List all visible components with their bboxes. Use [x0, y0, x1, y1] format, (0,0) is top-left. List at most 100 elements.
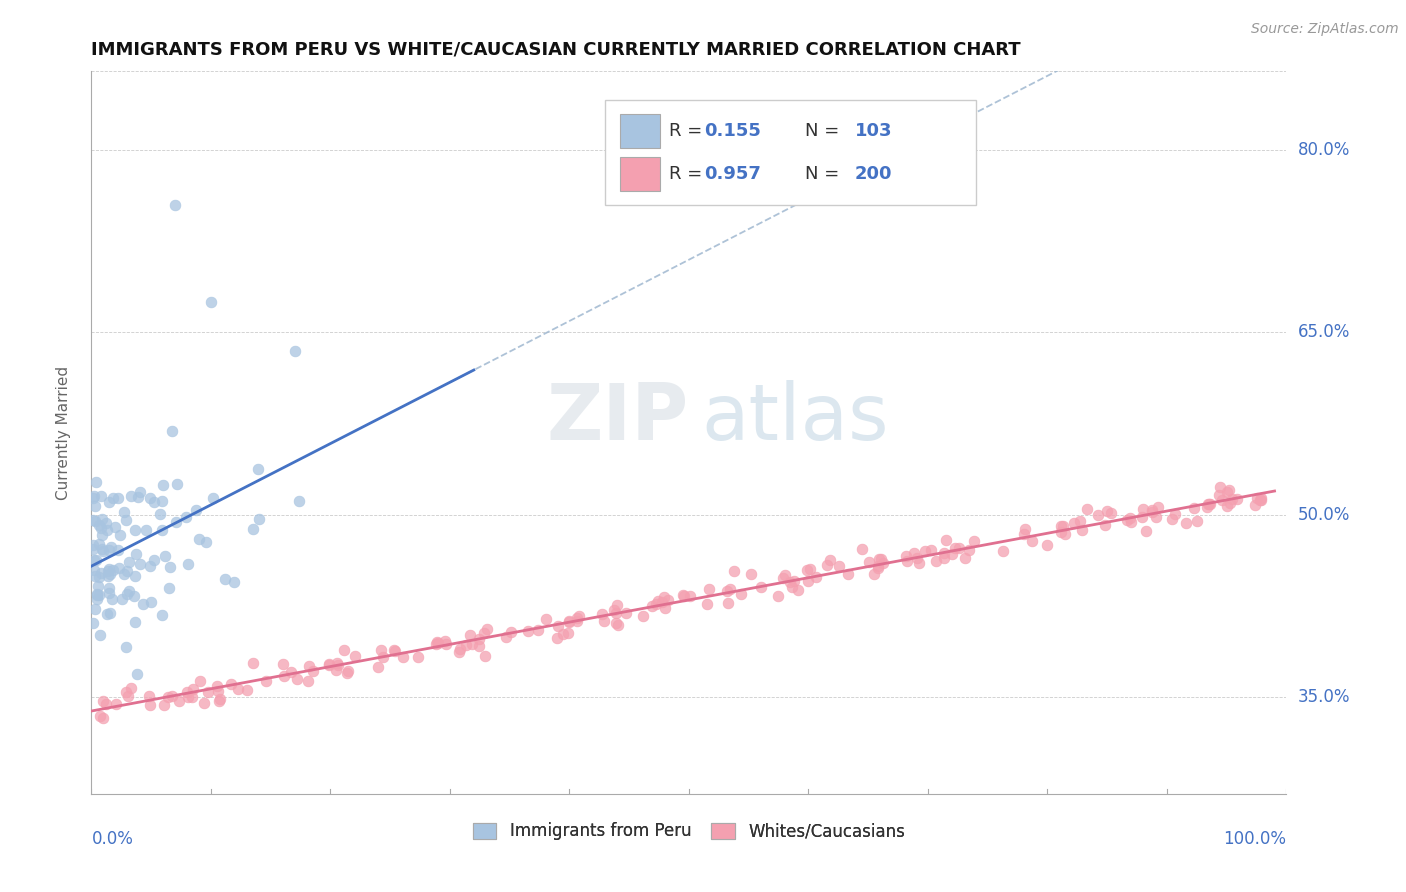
Point — [1049, 519, 1071, 533]
Point — [370, 643, 392, 657]
Point — [475, 622, 498, 636]
Point — [343, 649, 366, 664]
Point — [149, 507, 172, 521]
Point — [142, 552, 165, 566]
Point — [183, 681, 205, 696]
Point — [436, 636, 458, 650]
FancyBboxPatch shape — [605, 100, 976, 205]
Point — [328, 657, 350, 672]
Point — [1132, 501, 1154, 516]
Point — [740, 567, 762, 582]
Point — [120, 489, 142, 503]
Point — [1049, 524, 1071, 539]
Point — [86, 592, 108, 607]
Point — [773, 568, 796, 582]
Point — [1099, 506, 1122, 520]
Point — [226, 682, 249, 697]
Point — [89, 709, 111, 723]
Point — [94, 516, 117, 531]
Text: R =: R = — [669, 122, 707, 140]
Point — [536, 612, 558, 626]
Point — [433, 633, 456, 648]
Point — [779, 574, 801, 589]
Point — [605, 616, 627, 631]
Text: N =: N = — [804, 122, 845, 140]
Point — [796, 574, 818, 589]
Text: ZIP: ZIP — [547, 380, 689, 456]
Point — [301, 664, 323, 678]
Point — [285, 673, 308, 687]
Point — [84, 499, 107, 513]
Point — [197, 685, 219, 699]
Point — [82, 538, 104, 552]
Point — [828, 559, 851, 574]
Point — [139, 595, 162, 609]
Point — [551, 627, 574, 641]
Point — [97, 564, 120, 578]
Point — [367, 659, 389, 673]
Point — [592, 614, 614, 628]
Point — [280, 665, 302, 679]
Point — [90, 521, 112, 535]
Point — [408, 650, 430, 665]
Point — [1219, 496, 1241, 510]
Point — [242, 656, 264, 670]
Point — [605, 607, 627, 621]
Point — [104, 520, 127, 534]
Point — [468, 632, 491, 646]
Point — [1249, 493, 1271, 508]
Point — [111, 592, 134, 607]
Point — [955, 550, 977, 565]
Point — [872, 556, 894, 570]
Point — [1052, 518, 1074, 533]
Point — [657, 593, 679, 607]
Point — [112, 567, 135, 582]
Point — [167, 694, 190, 708]
Point — [176, 684, 198, 698]
Point — [1161, 512, 1184, 526]
Point — [647, 593, 669, 607]
Point — [96, 523, 118, 537]
Point — [207, 684, 229, 698]
Point — [1118, 511, 1140, 525]
Point — [165, 515, 187, 529]
Point — [1198, 497, 1220, 511]
Y-axis label: Currently Married: Currently Married — [56, 366, 70, 500]
Point — [84, 475, 107, 489]
Point — [461, 637, 484, 651]
Point — [606, 598, 628, 612]
Point — [766, 589, 789, 603]
Point — [86, 587, 108, 601]
Point — [730, 587, 752, 601]
Point — [1195, 500, 1218, 514]
Point — [125, 547, 148, 561]
Point — [1116, 513, 1139, 527]
Text: 0.0%: 0.0% — [91, 830, 134, 848]
Point — [501, 624, 523, 639]
Point — [89, 518, 111, 533]
Text: IMMIGRANTS FROM PERU VS WHITE/CAUCASIAN CURRENTLY MARRIED CORRELATION CHART: IMMIGRANTS FROM PERU VS WHITE/CAUCASIAN … — [91, 41, 1021, 59]
Point — [1087, 508, 1109, 523]
Point — [193, 696, 215, 710]
Point — [1226, 492, 1249, 507]
Point — [567, 614, 589, 628]
Point — [153, 549, 176, 563]
Point — [236, 682, 259, 697]
Point — [93, 711, 115, 725]
Point — [652, 591, 675, 605]
Point — [84, 569, 107, 583]
Point — [160, 425, 183, 439]
Point — [565, 611, 588, 625]
Point — [91, 541, 114, 556]
Point — [150, 494, 173, 508]
Point — [150, 523, 173, 537]
Point — [547, 619, 569, 633]
Point — [851, 542, 873, 557]
Point — [82, 513, 104, 527]
Point — [83, 602, 105, 616]
Point — [914, 544, 936, 558]
Text: 103: 103 — [855, 122, 893, 140]
Point — [160, 690, 183, 704]
Point — [84, 552, 107, 566]
Point — [651, 595, 673, 609]
